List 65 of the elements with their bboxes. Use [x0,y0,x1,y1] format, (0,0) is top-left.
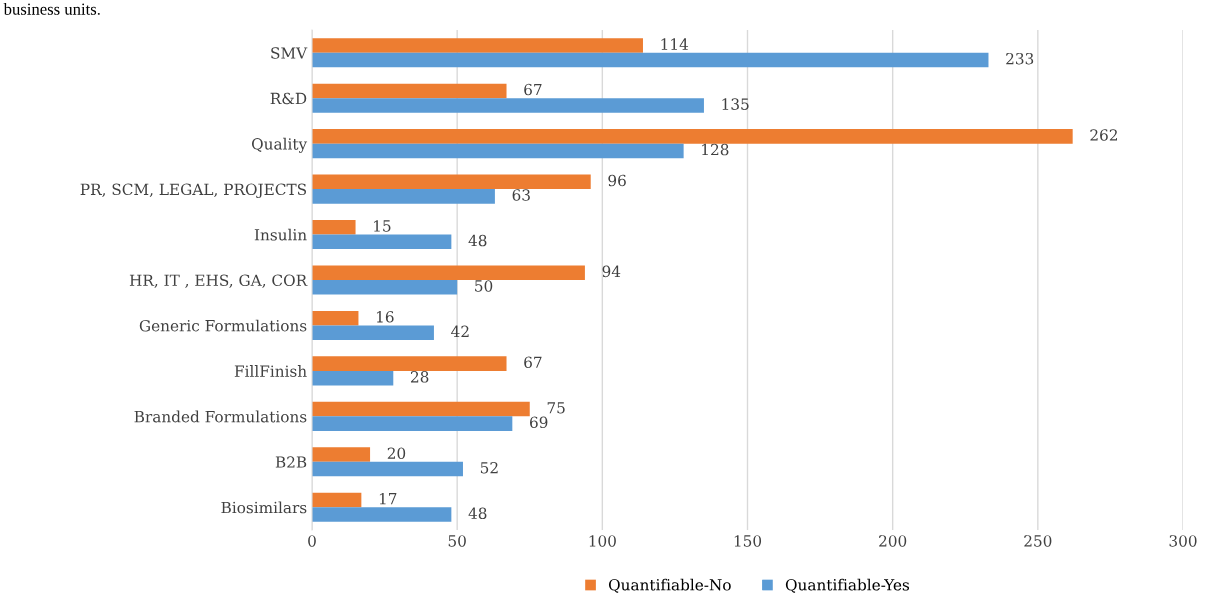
data-label: 63 [512,189,530,201]
bar [312,356,507,371]
data-label: 67 [524,356,542,369]
text: business units. [3,3,100,15]
y-tick-label: SMV [271,47,308,59]
data-label: 42 [451,325,469,337]
bar [312,189,495,204]
bar [312,461,463,477]
x-tick-label: 300 [1169,535,1197,547]
bar [312,52,989,68]
y-tick-label: Insulin [254,228,307,241]
y-tick-label: HR, IT , EHS, GA, COR [129,274,308,288]
x-tick-label: 0 [308,535,316,547]
bar [312,174,591,190]
x-tick-label: 150 [734,535,762,547]
data-label: 20 [387,447,406,459]
data-label: 50 [475,280,493,292]
data-label: 135 [722,98,749,110]
data-label: 16 [376,311,394,323]
data-label: 48 [468,507,487,519]
data-label: 52 [480,461,498,474]
x-tick-label: 50 [448,535,466,547]
y-tick-label: Biosimilars [221,501,307,514]
x-tick-label: 200 [879,535,907,547]
x-tick-label: 250 [1024,535,1052,547]
data-label: 128 [702,143,729,156]
bar [312,370,394,386]
bar [312,38,643,53]
data-label: 15 [374,220,391,232]
y-tick-label: FillFinish [234,365,307,377]
bar [312,220,356,235]
data-label: 67 [524,83,542,96]
y-tick-label: B2B [275,456,307,468]
bar [312,416,513,431]
y-tick-label: R&D [270,92,307,105]
y-tick-label: PR, SCM, LEGAL, PROJECTS [80,183,307,199]
data-label: 69 [530,416,548,429]
bar [312,310,359,326]
x-tick-label: 100 [589,535,616,547]
data-label: 233 [1006,52,1034,65]
bar [312,143,684,159]
data-label: 48 [468,234,487,247]
y-tick-label: Branded Formulations [134,410,307,423]
bar [312,507,452,522]
data-label: 262 [1090,129,1117,141]
bar [312,492,362,508]
data-label: 28 [411,371,429,383]
y-tick-label: Quality [251,137,308,153]
bar [312,401,530,417]
y-tick-label: Generic Formulations [139,319,307,332]
legend-label: Quantifiable-No [608,578,731,593]
bar [312,325,434,340]
bar [312,265,585,280]
bar [312,98,704,113]
bar [312,280,458,295]
bar [312,83,507,99]
legend-label: Quantifiable-Yes [785,578,910,593]
data-label: 114 [661,38,689,50]
data-label: 94 [602,265,621,278]
bar [312,447,371,462]
data-label: 75 [547,402,565,414]
data-label: 17 [379,492,397,505]
bar [312,234,452,250]
data-label: 96 [608,174,626,187]
bar [312,129,1073,144]
